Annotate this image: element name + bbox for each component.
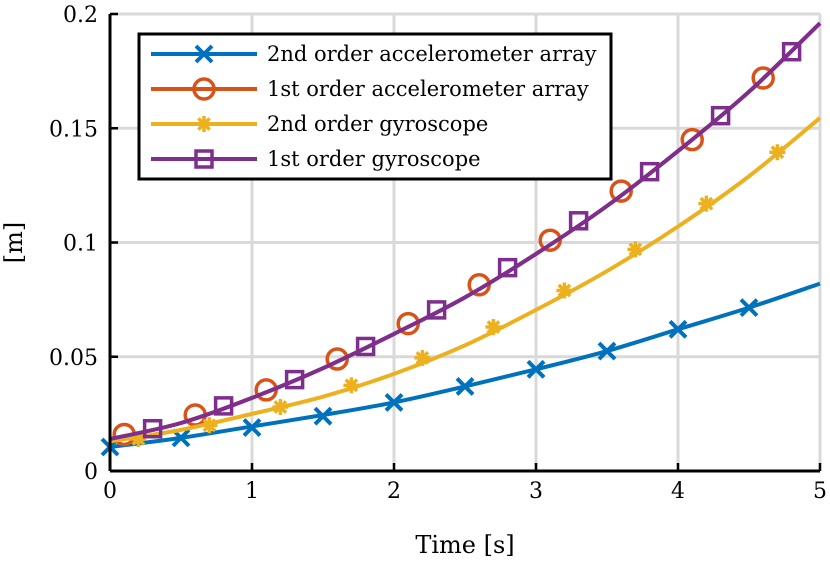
data-point [710,105,731,126]
data-point-stroke [415,350,430,365]
data-point [639,161,660,182]
y-tick-label: 0.05 [49,346,98,371]
x-tick-label: 0 [103,479,117,504]
data-point [556,282,573,299]
legend-entry: 1st order gyroscope [151,147,481,171]
data-point [142,418,163,439]
data-point [455,377,475,396]
data-point [739,298,759,318]
y-tick-label: 0 [84,460,98,485]
data-point [597,341,617,361]
data-point-stroke [668,319,688,339]
data-point [668,319,688,339]
data-point [497,257,518,278]
data-point-stroke [557,283,572,298]
legend-label: 2nd order accelerometer array [267,42,597,66]
legend-marker [192,77,216,101]
y-tick-label: 0.2 [63,3,98,28]
data-point [526,359,546,379]
legend-entry: 1st order accelerometer array [151,77,589,101]
x-tick-label: 3 [529,479,543,504]
legend-label: 2nd order gyroscope [267,112,488,136]
x-tick-label: 5 [813,479,827,504]
data-point-stroke [739,298,759,318]
data-point-stroke [597,341,617,361]
x-tick-label: 4 [671,479,685,504]
data-point [384,393,404,412]
x-tick-label: 2 [387,479,401,504]
y-tick-label: 0.15 [49,117,98,142]
data-point-stroke [171,428,191,448]
data-point-stroke [486,320,501,334]
data-point [627,241,644,258]
data-point [769,144,786,161]
legend-entry: 2nd order gyroscope [151,112,488,136]
data-point-stroke [770,145,785,160]
data-point [414,349,431,366]
x-tick-label: 1 [245,479,259,504]
data-point-stroke [699,196,714,211]
data-point-stroke [344,378,359,393]
data-point [343,377,360,394]
y-axis-label: [m] [0,222,28,263]
legend-label: 1st order gyroscope [267,147,481,171]
legend-marker-stroke [197,117,211,131]
data-point [355,336,376,357]
data-point [698,195,715,212]
data-point [781,41,802,62]
data-point-stroke [131,432,146,446]
data-point [242,418,262,437]
data-point [751,66,775,90]
legend-entry: 2nd order accelerometer array [151,42,597,66]
data-point-stroke [242,418,262,437]
data-point [313,406,333,426]
data-point [680,127,704,152]
data-point-stroke [526,359,546,379]
legend-marker [196,116,212,132]
legend-marker [194,44,214,64]
data-point [272,399,289,416]
data-point [213,396,234,416]
axes: 0 1 2 3 4 5 0 0.05 0.1 0.15 0.2 Time [s] [m] [0,3,827,559]
legend-label: 1st order accelerometer array [267,77,589,101]
data-point [284,369,305,390]
y-tick-label: 0.1 [63,232,98,257]
data-point [426,300,447,320]
data-point-stroke [384,393,404,412]
legend: 2nd order accelerometer array 1st order a… [137,32,613,181]
data-point [568,211,589,231]
series-2 [109,116,822,448]
data-point [201,417,218,434]
series-3 [109,21,822,441]
data-point [485,319,502,336]
data-point-stroke [455,377,475,396]
series-line [109,21,822,441]
x-axis-label: Time [s] [415,531,514,559]
legend-marker [194,149,214,169]
data-point [609,179,633,203]
legend-box [137,32,613,181]
data-point-stroke [313,406,333,426]
data-point-stroke [628,242,643,257]
data-point-stroke [273,400,288,414]
data-point-stroke [202,418,217,433]
legend-marker-stroke [194,44,214,64]
